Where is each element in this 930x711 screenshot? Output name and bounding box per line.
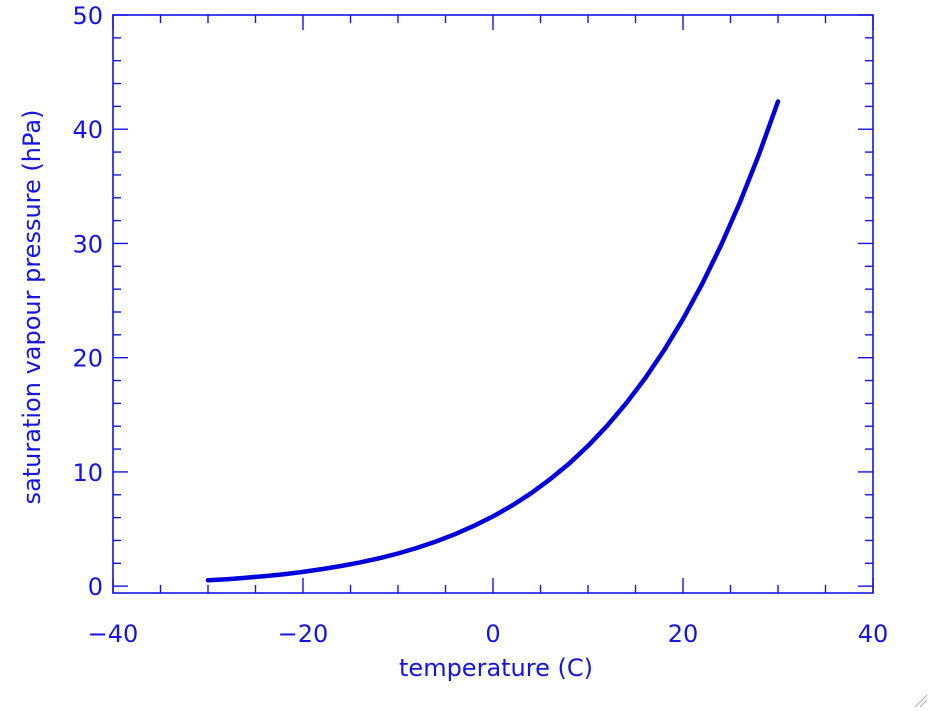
y-tick-label: 50 bbox=[72, 2, 103, 30]
x-tick-label: 20 bbox=[668, 620, 699, 648]
x-tick-label: 40 bbox=[858, 620, 889, 648]
series-line bbox=[205, 99, 781, 583]
y-tick-labels: 0 10 20 30 40 50 bbox=[72, 2, 103, 601]
y-tick-label: 0 bbox=[88, 573, 103, 601]
plot-frame bbox=[112, 14, 874, 594]
x-tick-label: −20 bbox=[278, 620, 329, 648]
y-tick-label: 20 bbox=[72, 345, 103, 373]
resize-grip-icon[interactable] bbox=[914, 694, 928, 708]
y-tick-label: 40 bbox=[72, 116, 103, 144]
x-tick-labels: −40 −20 0 20 40 bbox=[88, 620, 889, 648]
y-axis-label: saturation vapour pressure (hPa) bbox=[18, 110, 46, 505]
y-tick-label: 30 bbox=[72, 230, 103, 258]
y-tick-label: 10 bbox=[72, 459, 103, 487]
x-tick-label: 0 bbox=[485, 620, 500, 648]
axis-ticks bbox=[112, 14, 874, 593]
x-tick-label: −40 bbox=[88, 620, 139, 648]
x-axis-label: temperature (C) bbox=[399, 654, 593, 682]
